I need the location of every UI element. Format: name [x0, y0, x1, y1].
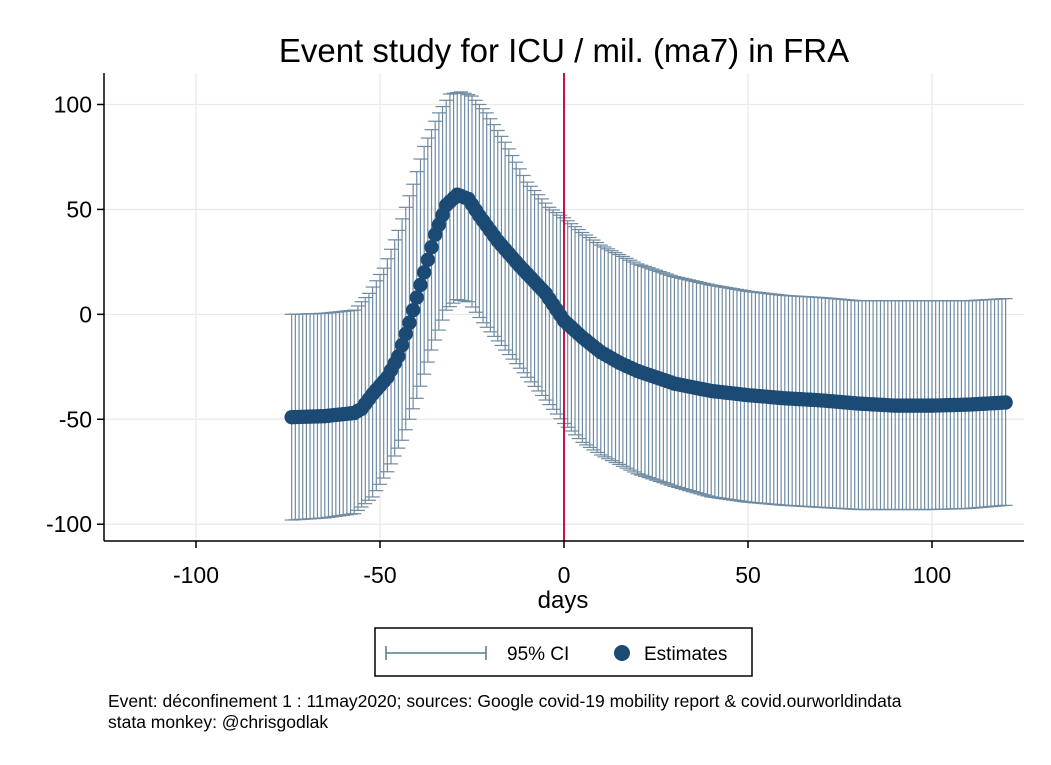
axes [97, 73, 1024, 548]
y-tick-label: -50 [59, 406, 92, 432]
footnote-sources: Event: déconfinement 1 : 11may2020; sour… [108, 691, 902, 711]
chart-title: Event study for ICU / mil. (ma7) in FRA [279, 32, 849, 69]
estimate-point [413, 277, 428, 293]
legend-box [374, 627, 753, 677]
x-tick-label: 100 [913, 562, 951, 588]
estimate-point [424, 239, 439, 255]
x-axis-label: days [538, 587, 589, 614]
estimate-point [416, 265, 432, 280]
y-tick-label: 100 [54, 91, 92, 117]
estimate-point [405, 302, 421, 318]
ci-layer [284, 91, 1013, 521]
estimates-layer [284, 187, 1013, 425]
y-tick-label: 50 [66, 196, 92, 222]
estimate-point [420, 252, 436, 267]
estimate-point [394, 337, 410, 353]
ci-bar [384, 248, 399, 465]
legend-label-estimates: Estimates [644, 644, 727, 665]
footnote-author: stata monkey: @chrisgodlak [108, 712, 329, 732]
x-tick-label: -50 [363, 562, 396, 588]
estimate-point [398, 326, 413, 342]
x-tick-label: -100 [173, 562, 219, 588]
legend: 95% CI Estimates [374, 627, 753, 677]
legend-estimate-swatch [614, 645, 630, 661]
y-tick-label: 0 [79, 301, 92, 327]
estimate-point [391, 349, 406, 364]
legend-ci-swatch [385, 646, 487, 660]
legend-label-ci: 95% CI [507, 644, 569, 665]
estimate-point [409, 290, 424, 305]
event-study-chart: Event study for ICU / mil. (ma7) in FRA … [46, 32, 1024, 677]
x-tick-label: 0 [558, 562, 571, 588]
y-tick-label: -100 [46, 511, 92, 537]
estimate-point [998, 395, 1013, 410]
ci-bar [387, 239, 402, 457]
estimate-point [402, 315, 417, 330]
tick-labels: 100 50 0 -50 -100 -100 -50 0 50 100 [46, 91, 951, 588]
x-tick-label: 50 [735, 562, 761, 588]
